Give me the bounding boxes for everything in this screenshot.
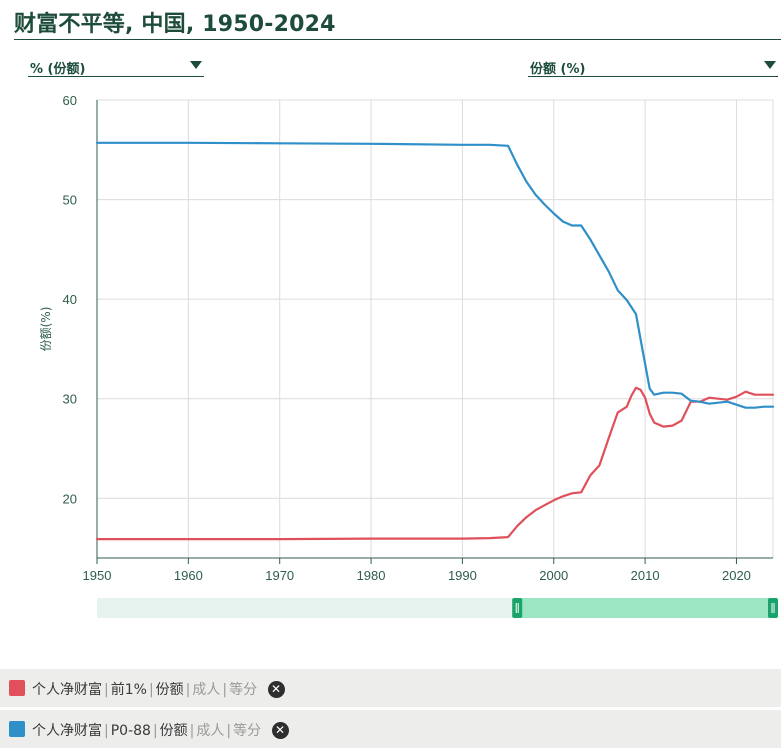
x-tick-label: 1950 bbox=[83, 568, 112, 583]
title-divider bbox=[14, 39, 781, 40]
range-selector[interactable] bbox=[97, 598, 778, 618]
legend-group: 前1% bbox=[110, 682, 147, 698]
range-selection bbox=[517, 598, 773, 618]
page-title: 财富不平等, 中国, 1950-2024 bbox=[14, 12, 336, 37]
legend-swatch bbox=[9, 721, 25, 737]
line-chart: 1950 1960 1970 1980 1990 2000 2010 2020 2030405… bbox=[39, 93, 778, 618]
series-lines bbox=[95, 141, 775, 541]
legend-metric: 个人净财富 bbox=[32, 723, 102, 739]
legend-label: 个人净财富 | 前1% | 份额 | 成人 | 等分 ✕ bbox=[32, 679, 285, 699]
x-tick-label: 2000 bbox=[539, 568, 568, 583]
vertical-gridlines bbox=[96, 100, 774, 558]
legend-item: 个人净财富 | P0-88 | 份额 | 成人 | 等分 ✕ bbox=[0, 710, 781, 748]
range-handle[interactable] bbox=[768, 598, 778, 618]
close-circle-icon[interactable]: ✕ bbox=[271, 722, 289, 739]
unit-dropdown-label: % (份额) bbox=[30, 62, 86, 77]
legend-split: 等分 bbox=[233, 723, 262, 739]
x-tick-label: 2020 bbox=[722, 568, 751, 583]
x-tick-label: 1970 bbox=[265, 568, 294, 583]
y-tick-label: 30 bbox=[63, 392, 77, 407]
legend-measure: 份额 bbox=[159, 723, 188, 739]
range-handle[interactable] bbox=[512, 598, 523, 618]
metric-dropdown[interactable]: 份额 (%) bbox=[528, 54, 778, 77]
y-tick-label: 60 bbox=[63, 93, 77, 108]
unit-dropdown[interactable]: % (份额) bbox=[28, 54, 204, 77]
y-tick-label: 50 bbox=[63, 193, 77, 208]
metric-dropdown-label: 份额 (%) bbox=[530, 62, 586, 77]
horizontal-gridlines bbox=[97, 99, 773, 499]
chevron-down-icon bbox=[764, 61, 776, 69]
legend-measure: 份额 bbox=[155, 682, 184, 698]
close-circle-icon[interactable]: ✕ bbox=[267, 681, 285, 698]
x-axis-ticks: 1950 1960 1970 1980 1990 2000 2010 2020 bbox=[83, 558, 751, 583]
legend-population: 成人 bbox=[196, 723, 225, 739]
legend-group: P0-88 bbox=[110, 723, 151, 739]
x-tick-label: 1990 bbox=[448, 568, 477, 583]
series-line-2 bbox=[95, 141, 775, 409]
x-tick-label: 1960 bbox=[174, 568, 203, 583]
y-tick-label: 20 bbox=[63, 491, 77, 506]
y-tick-label: 40 bbox=[63, 292, 77, 307]
legend-metric: 个人净财富 bbox=[32, 682, 102, 698]
y-axis-ticks: 20 30 40 50 60 bbox=[63, 93, 77, 506]
chevron-down-icon bbox=[190, 61, 202, 69]
legend-label: 个人净财富 | P0-88 | 份额 | 成人 | 等分 ✕ bbox=[32, 720, 289, 740]
legend-divider bbox=[0, 707, 781, 710]
range-track bbox=[97, 598, 518, 618]
x-tick-label: 2010 bbox=[631, 568, 660, 583]
series-line-1 bbox=[95, 386, 775, 541]
legend-population: 成人 bbox=[192, 682, 221, 698]
y-axis-label: 份额(%) bbox=[39, 307, 53, 352]
legend-swatch bbox=[9, 680, 25, 696]
axes bbox=[96, 100, 773, 559]
legend-item: 个人净财富 | 前1% | 份额 | 成人 | 等分 ✕ bbox=[0, 669, 781, 707]
x-tick-label: 1980 bbox=[357, 568, 386, 583]
legend-split: 等分 bbox=[229, 682, 258, 698]
